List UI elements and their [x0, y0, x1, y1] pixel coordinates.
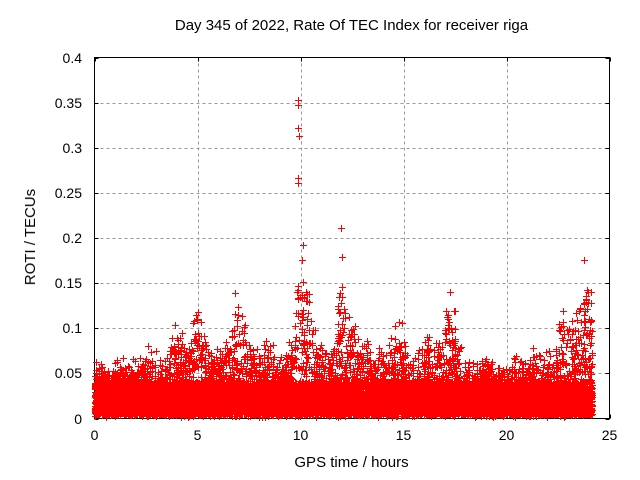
y-tick-label: 0.05: [54, 365, 82, 382]
y-tick-label: 0.1: [62, 320, 82, 337]
chart-title: Day 345 of 2022, Rate Of TEC Index for r…: [174, 17, 529, 34]
y-tick-label: 0.25: [54, 184, 82, 201]
x-tick-label: 25: [601, 427, 618, 443]
y-tick-label: 0.2: [62, 230, 82, 246]
y-tick-label: 0: [74, 410, 82, 427]
x-tick-label: 0: [90, 427, 99, 443]
x-tick-label: 15: [395, 427, 412, 443]
x-tick-label: 20: [498, 427, 515, 443]
x-axis-label: GPS time / hours: [294, 454, 409, 471]
x-tick-label: 10: [292, 427, 309, 443]
y-tick-label: 0.35: [54, 94, 82, 111]
y-tick-label: 0.3: [62, 139, 82, 156]
y-tick-label: 0.15: [54, 275, 82, 292]
y-tick-label: 0.4: [62, 49, 82, 66]
x-tick-label: 5: [193, 427, 202, 443]
